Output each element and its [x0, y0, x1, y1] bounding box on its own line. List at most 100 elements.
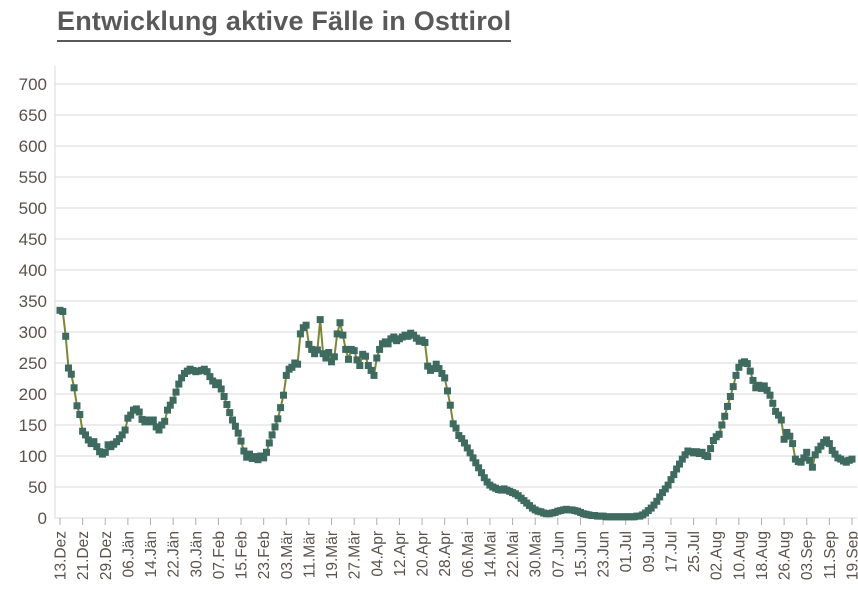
data-point-marker	[330, 353, 338, 361]
data-point-marker	[789, 440, 797, 448]
data-point-marker	[444, 387, 451, 395]
x-axis-tick-label: 14.Jän	[143, 531, 160, 578]
data-point-marker	[800, 454, 808, 462]
data-point-marker	[823, 436, 830, 444]
data-point-marker	[715, 430, 723, 438]
data-point-marker	[760, 382, 768, 390]
data-point-marker	[469, 454, 477, 462]
x-axis-tick-label: 14.Mai	[482, 531, 499, 578]
data-point-marker	[313, 346, 321, 354]
data-point-marker	[265, 439, 273, 447]
data-point-marker	[79, 427, 87, 435]
y-axis-tick-label: 0	[38, 509, 47, 528]
x-axis-tick-label: 03.Sep	[799, 531, 816, 580]
data-point-marker	[475, 464, 483, 472]
x-axis-tick-label: 13.Dez	[53, 531, 70, 580]
data-point-marker	[817, 442, 825, 450]
x-axis-tick-label: 29.Dez	[98, 531, 115, 580]
x-axis-tick-label: 22.Mai	[505, 531, 522, 578]
data-point-marker	[676, 460, 683, 468]
x-axis-tick-label: 23.Jun	[596, 531, 613, 578]
data-point-marker	[311, 350, 319, 358]
y-axis-tick-label: 250	[19, 354, 47, 373]
data-point-marker	[271, 423, 279, 431]
x-axis-tick-label: 28.Apr	[437, 531, 454, 577]
data-point-marker	[797, 458, 805, 466]
data-point-marker	[735, 363, 743, 371]
data-point-marker	[231, 422, 239, 430]
x-axis-tick-label: 21.Dez	[75, 531, 92, 580]
data-point-marker	[135, 408, 143, 416]
data-point-marker	[670, 471, 678, 479]
data-point-marker	[659, 489, 666, 497]
data-point-marker	[240, 447, 248, 455]
data-point-marker	[178, 374, 186, 382]
data-point-marker	[234, 429, 242, 437]
data-point-marker	[214, 379, 222, 387]
data-point-marker	[127, 411, 135, 419]
data-point-marker	[362, 352, 369, 360]
data-point-marker	[356, 362, 364, 369]
data-point-marker	[811, 451, 819, 459]
data-point-marker	[390, 333, 398, 341]
data-point-marker	[169, 396, 177, 404]
data-point-marker	[367, 366, 375, 374]
data-point-marker	[656, 493, 664, 501]
data-point-marker	[118, 431, 126, 439]
y-axis-tick-label: 300	[19, 323, 47, 342]
data-point-marker	[308, 345, 316, 353]
x-axis-tick-label: 01.Jul	[618, 531, 635, 572]
data-point-marker	[743, 360, 751, 368]
y-axis-tick-label: 650	[19, 106, 47, 125]
data-point-marker	[461, 439, 468, 447]
data-point-marker	[84, 436, 92, 444]
x-axis-tick-label: 30.Mai	[528, 531, 545, 578]
data-point-marker	[220, 393, 228, 400]
data-point-marker	[115, 435, 123, 443]
data-point-marker	[333, 330, 341, 338]
data-point-marker	[664, 481, 672, 489]
data-point-marker	[93, 443, 101, 451]
data-point-marker	[783, 428, 791, 436]
data-point-marker	[718, 421, 726, 429]
x-axis-tick-label: 07.Feb	[211, 531, 228, 579]
y-axis-tick-label: 700	[19, 75, 47, 94]
data-point-marker	[463, 444, 471, 452]
x-axis-tick-label: 15.Jun	[573, 531, 590, 578]
x-axis-tick-label: 17.Jul	[663, 531, 680, 572]
data-point-marker	[653, 497, 661, 505]
data-point-marker	[121, 426, 129, 434]
data-point-marker	[164, 406, 171, 414]
data-point-marker	[70, 384, 78, 392]
y-axis-tick-label: 600	[19, 137, 47, 156]
data-point-marker	[65, 364, 72, 372]
data-point-marker	[803, 448, 811, 456]
y-axis-tick-label: 50	[28, 478, 47, 497]
data-point-marker	[172, 388, 180, 396]
data-point-marker	[421, 339, 429, 346]
data-line	[59, 309, 853, 518]
data-point-marker	[828, 446, 836, 454]
data-point-marker	[161, 417, 169, 425]
data-point-marker	[466, 449, 474, 457]
data-point-marker	[73, 402, 81, 410]
x-axis-tick-label: 10.Aug	[731, 531, 748, 580]
data-point-marker	[59, 308, 67, 315]
data-point-marker	[260, 454, 268, 462]
x-axis-tick-label: 18.Aug	[754, 531, 771, 580]
data-point-marker	[101, 448, 109, 456]
data-point-marker	[217, 385, 225, 393]
data-point-marker	[441, 374, 449, 382]
x-axis-tick-label: 22.Jän	[166, 531, 183, 578]
data-point-marker	[478, 469, 485, 477]
data-point-marker	[373, 354, 381, 362]
data-point-marker	[206, 373, 214, 381]
data-point-marker	[350, 347, 358, 355]
x-axis-tick-label: 11.Sep	[822, 531, 839, 579]
y-axis-tick-label: 450	[19, 230, 47, 249]
data-point-marker	[707, 445, 715, 453]
data-point-marker	[325, 349, 333, 356]
y-axis-tick-label: 550	[19, 168, 47, 187]
